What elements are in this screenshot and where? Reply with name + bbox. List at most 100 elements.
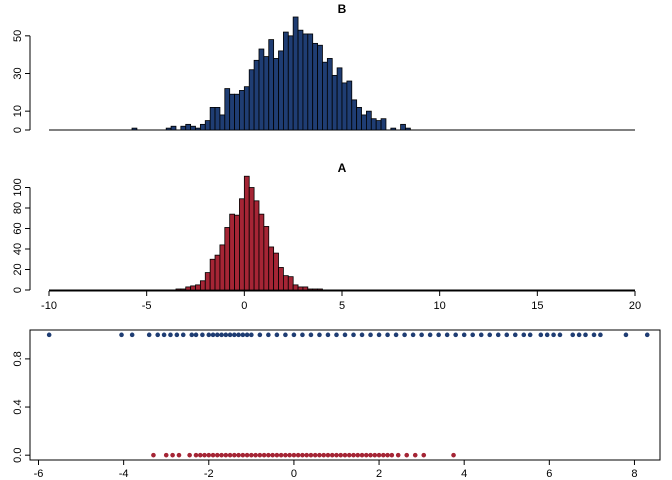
scatter-point bbox=[453, 332, 458, 338]
histogram-b-bars bbox=[49, 16, 635, 131]
scatter-point bbox=[363, 452, 369, 458]
scatter-point bbox=[368, 332, 373, 338]
histogram-bar bbox=[234, 214, 240, 291]
histogram-a-bars bbox=[49, 175, 635, 291]
x-tick-label: 15 bbox=[531, 300, 543, 312]
scatter-point bbox=[236, 452, 241, 458]
histogram-bar bbox=[278, 267, 284, 291]
scatter-point bbox=[538, 332, 544, 338]
scatter-point bbox=[512, 332, 518, 338]
scatter-point bbox=[244, 452, 250, 458]
scatter-point bbox=[570, 332, 576, 338]
histogram-bar bbox=[317, 288, 323, 291]
scatter-point bbox=[202, 452, 207, 458]
scatter-point bbox=[161, 332, 167, 338]
scatter-point bbox=[312, 452, 318, 458]
histogram-bar bbox=[253, 200, 260, 291]
scatter-point bbox=[644, 332, 650, 338]
histogram-bar bbox=[282, 31, 289, 131]
scatter-point bbox=[351, 452, 356, 458]
scatter-point bbox=[368, 452, 373, 458]
x-tick-label: 8 bbox=[631, 468, 637, 480]
histogram-bar bbox=[375, 120, 382, 131]
scatter-point bbox=[193, 332, 199, 338]
scatter-point bbox=[46, 332, 52, 338]
scatter-point bbox=[227, 332, 233, 338]
scatter-point bbox=[623, 332, 629, 338]
scatter-point bbox=[385, 452, 390, 458]
scatter-point bbox=[317, 452, 322, 458]
x-tick-label: 0 bbox=[291, 468, 297, 480]
scatter-point bbox=[436, 332, 441, 338]
scatter-point bbox=[291, 332, 297, 338]
scatter-point bbox=[495, 332, 501, 338]
histogram-bar bbox=[248, 187, 255, 291]
histogram-b-title: B bbox=[338, 2, 347, 16]
histogram-bar bbox=[292, 16, 299, 131]
histogram-bar bbox=[287, 276, 294, 291]
scatter-point bbox=[151, 452, 156, 458]
histogram-bar bbox=[190, 285, 196, 291]
scatter-point bbox=[240, 332, 246, 338]
scatter-point bbox=[193, 452, 199, 458]
scatter-point bbox=[300, 332, 305, 338]
scatter-point bbox=[402, 332, 407, 338]
scatter-point bbox=[236, 332, 241, 338]
scatter-point bbox=[210, 452, 216, 458]
histogram-bar bbox=[214, 254, 221, 291]
histogram-bar bbox=[199, 123, 206, 131]
histogram-bar bbox=[234, 93, 240, 131]
y-tick-label: 0 bbox=[12, 287, 24, 293]
scatter-point bbox=[325, 332, 331, 338]
histogram-bar bbox=[190, 125, 196, 131]
histogram-bar bbox=[370, 118, 377, 131]
scatter-point bbox=[257, 452, 263, 458]
histogram-bar bbox=[263, 56, 270, 131]
histogram-bar bbox=[268, 246, 275, 291]
scatter-point bbox=[521, 332, 527, 338]
histogram-bar bbox=[317, 44, 323, 131]
y-tick-label: 40 bbox=[12, 243, 24, 255]
scatter-point bbox=[155, 332, 161, 338]
histogram-bar bbox=[390, 127, 397, 131]
y-tick-label: 0.8 bbox=[12, 351, 24, 366]
histogram-a-x-axis: -10 -5 0 5 10 15 20 bbox=[41, 290, 641, 312]
scatter-point bbox=[338, 452, 344, 458]
scatter-point bbox=[266, 332, 271, 338]
scatter-point bbox=[168, 332, 173, 338]
scatter-point bbox=[187, 452, 192, 458]
scatter-point bbox=[219, 332, 224, 338]
scatter-point bbox=[174, 332, 180, 338]
y-tick-label: 0.0 bbox=[12, 448, 24, 463]
scatter-point bbox=[214, 332, 220, 338]
histogram-bar bbox=[263, 226, 270, 291]
scatter-point bbox=[410, 332, 416, 338]
scatter-point bbox=[404, 452, 410, 458]
x-tick-label: -10 bbox=[41, 300, 57, 312]
histogram-bar bbox=[243, 175, 250, 291]
scatter-point bbox=[351, 332, 356, 338]
histogram-bar bbox=[204, 272, 211, 291]
scatter-point bbox=[389, 452, 395, 458]
x-tick-label: 6 bbox=[546, 468, 552, 480]
x-tick-label: -5 bbox=[142, 300, 152, 312]
histogram-bar bbox=[331, 74, 338, 131]
scatter-point bbox=[359, 332, 365, 338]
x-tick-label: -6 bbox=[34, 468, 44, 480]
scatter-point bbox=[478, 332, 484, 338]
scatter-point bbox=[427, 332, 433, 338]
scatter-point bbox=[283, 332, 288, 338]
scatter-point bbox=[180, 332, 186, 338]
scatter-point bbox=[253, 452, 258, 458]
y-tick-label: 30 bbox=[12, 67, 24, 79]
scatter-point bbox=[223, 452, 229, 458]
scatter-point bbox=[444, 332, 450, 338]
scatter-point bbox=[206, 452, 212, 458]
y-tick-label: 80 bbox=[12, 202, 24, 214]
histogram-bar bbox=[195, 127, 201, 131]
scatter-point bbox=[317, 332, 322, 338]
scatter-point bbox=[334, 452, 339, 458]
scatter-point bbox=[544, 332, 550, 338]
y-tick-label: 50 bbox=[12, 30, 24, 42]
